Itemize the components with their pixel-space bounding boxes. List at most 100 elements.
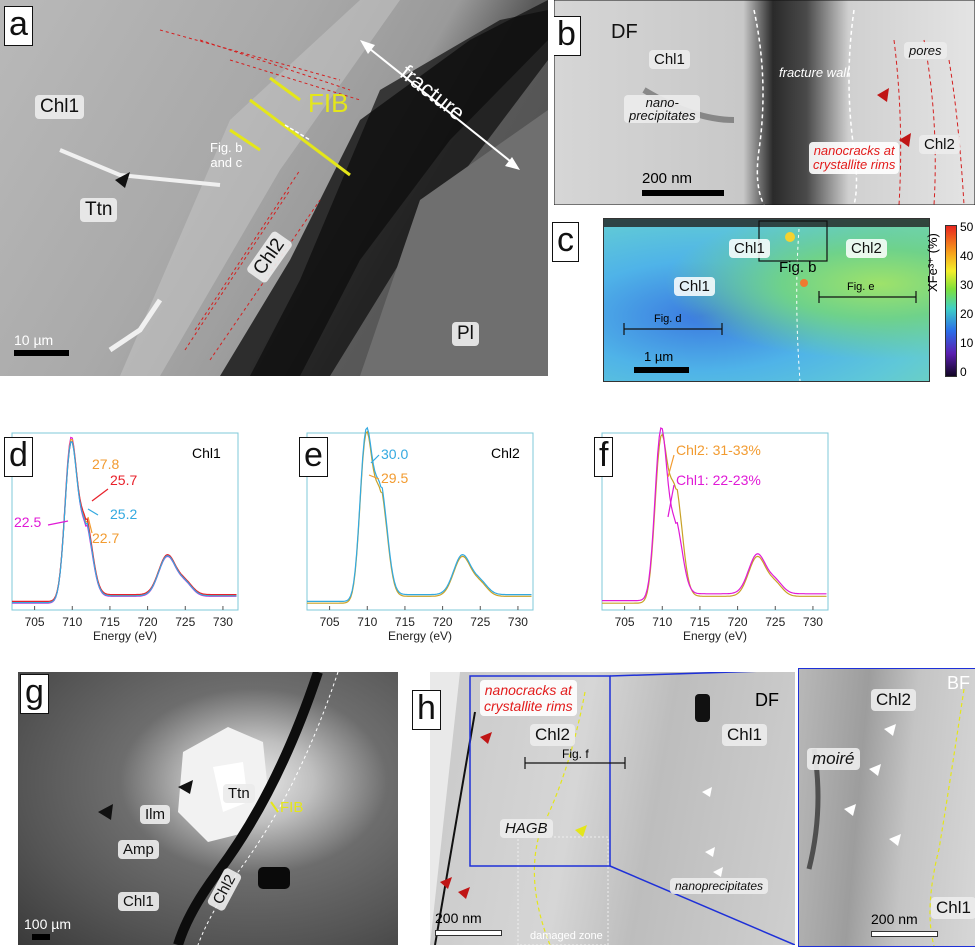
x-tick-label-725: 725 — [765, 615, 785, 629]
x-axis-label: Energy (eV) — [683, 629, 747, 643]
annotation-arrow-1 — [91, 488, 109, 502]
panel-g-letter: g — [20, 674, 49, 714]
panel-c-scalebar — [634, 367, 689, 373]
panel-e-title: Chl2 — [491, 445, 520, 461]
x-tick-label-710: 710 — [357, 615, 377, 629]
x-tick-label-710: 710 — [62, 615, 82, 629]
label-nanoprecipitates: nano- precipitates — [624, 95, 701, 123]
spectrum-line-2 — [12, 441, 237, 602]
colorbar-tick-10: 10 — [960, 336, 974, 350]
label-chl2-right: Chl2 — [871, 689, 916, 711]
panel-h-letter: h — [412, 690, 441, 730]
x-tick-label-715: 715 — [100, 615, 120, 629]
annotation-1: 25.7 — [110, 472, 137, 488]
colorbar-tick-30: 30 — [960, 278, 974, 292]
label-fracture-wall: fracture wall — [779, 65, 850, 80]
label-chl1: Chl1 — [35, 95, 85, 119]
annotation-arrow-1 — [368, 474, 380, 480]
panel-c-map: Chl1 Chl2 Fig. b Chl1 Fig. e Fig. d 1 µm — [603, 218, 930, 382]
panel-f-letter: f — [594, 437, 614, 477]
panel-e: 705 710 715 720 725 730 Energy (eV) 30.0 29.5 e … — [295, 425, 545, 670]
label-chl1: Chl1 — [118, 892, 159, 911]
x-tick-label-720: 720 — [138, 615, 158, 629]
label-df: DF — [755, 690, 779, 710]
annotation-arrow-0 — [370, 454, 380, 464]
panel-h-df: nanocracks at crystallite rims DF Chl2 C… — [430, 672, 795, 945]
label-fig-ref: Fig. b and c — [210, 140, 243, 170]
annotation-0: Chl2: 31-33% — [676, 442, 761, 458]
x-tick-label-705: 705 — [320, 615, 340, 629]
label-fib: FIB — [308, 88, 349, 118]
panel-h-scale-text-left: 200 nm — [435, 910, 482, 926]
label-chl2: Chl2 — [530, 724, 575, 746]
panel-g-scale-text: 100 µm — [24, 916, 71, 932]
label-nanoprecipitates: nanoprecipitates — [670, 878, 769, 894]
x-tick-label-715: 715 — [690, 615, 710, 629]
label-chl1-top: Chl1 — [729, 239, 770, 258]
panel-e-letter: e — [299, 437, 328, 477]
label-fig-b: Fig. b — [779, 259, 817, 276]
panel-a-scale-text: 10 µm — [14, 332, 54, 348]
annotation-arrow-2 — [47, 520, 69, 526]
label-chl1: Chl1 — [722, 724, 767, 746]
panel-h-scale-text-right: 200 nm — [871, 911, 918, 927]
colorbar-tick-0: 0 — [960, 365, 967, 379]
annotation-0: 27.8 — [92, 456, 119, 472]
panel-h-bf: BF Chl2 moiré Chl1 200 nm — [798, 668, 975, 947]
panel-c-scale-text: 1 µm — [644, 349, 674, 364]
panel-h-scalebar-left — [435, 930, 502, 936]
panel-h-scalebar-right — [871, 931, 938, 937]
x-tick-label-720: 720 — [433, 615, 453, 629]
x-axis-label: Energy (eV) — [388, 629, 452, 643]
label-nanocracks: nanocracks at crystallite rims — [809, 142, 900, 174]
x-tick-label-725: 725 — [175, 615, 195, 629]
annotation-arrow-0 — [667, 454, 675, 478]
label-df: DF — [611, 21, 638, 43]
label-chl1-right: Chl1 — [931, 897, 975, 919]
label-chl2: Chl2 — [919, 135, 960, 154]
colorbar — [945, 225, 957, 377]
label-ilm: Ilm — [140, 805, 170, 824]
panel-g-scalebar — [32, 934, 50, 940]
x-tick-label-730: 730 — [508, 615, 528, 629]
panel-f: 705 710 715 720 725 730 Energy (eV) Chl2: 31-33… — [590, 425, 840, 670]
panel-a-scalebar — [14, 350, 69, 356]
annotation-3: 25.2 — [110, 506, 137, 522]
label-pores: pores — [904, 42, 947, 59]
spectrum-line-1 — [307, 426, 532, 602]
label-chl1: Chl1 — [649, 50, 690, 69]
panel-c-letter: c — [552, 222, 579, 262]
panel-d-letter: d — [4, 437, 33, 477]
label-fig-f: Fig. f — [562, 747, 589, 761]
label-chl2: Chl2 — [846, 239, 887, 258]
label-nanocracks: nanocracks at crystallite rims — [480, 680, 577, 716]
colorbar-tick-20: 20 — [960, 307, 974, 321]
annotation-1: 29.5 — [381, 470, 408, 486]
label-damaged-zone: damaged zone — [530, 930, 603, 942]
panel-d-title: Chl1 — [192, 445, 221, 461]
annotation-0: 30.0 — [381, 446, 408, 462]
x-tick-label-730: 730 — [803, 615, 823, 629]
colorbar-label: XFe³⁺ (%) — [925, 233, 940, 292]
x-tick-label-705: 705 — [615, 615, 635, 629]
label-fig-d: Fig. d — [654, 313, 682, 325]
label-pl: Pl — [452, 322, 479, 346]
spectrum-line-0 — [602, 433, 827, 604]
spectrum-line-0 — [307, 430, 532, 604]
x-tick-label-725: 725 — [470, 615, 490, 629]
label-amp: Amp — [118, 840, 159, 859]
panel-a-letter: a — [4, 6, 33, 46]
label-fib: FIB — [280, 799, 304, 816]
x-tick-label-730: 730 — [213, 615, 233, 629]
label-ttn: Ttn — [223, 784, 255, 803]
panel-b-scale-text: 200 nm — [642, 170, 693, 187]
annotation-2: 22.5 — [14, 514, 41, 530]
label-moire: moiré — [807, 748, 860, 770]
x-tick-label-720: 720 — [728, 615, 748, 629]
annotation-arrow-4 — [87, 516, 93, 534]
plot-frame — [306, 432, 534, 611]
label-hagb: HAGB — [500, 819, 553, 838]
panel-b-letter: b — [554, 16, 581, 56]
spectrum-line-3 — [12, 441, 237, 604]
annotation-1: Chl1: 22-23% — [676, 472, 761, 488]
